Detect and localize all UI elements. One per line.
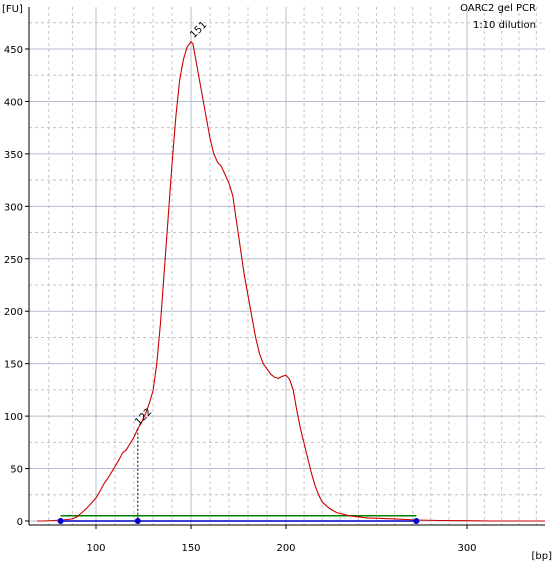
y-tick-label: 150 — [4, 360, 23, 371]
y-tick-label: 50 — [10, 465, 23, 476]
y-tick-label: 450 — [4, 45, 23, 56]
region-marker-dot — [413, 518, 420, 524]
y-tick-label: 350 — [4, 150, 23, 161]
marker-layer — [57, 518, 420, 524]
chart-title: OARC2 gel PCR — [460, 3, 536, 14]
y-axis-unit-label: [FU] — [2, 4, 23, 15]
x-tick-label: 300 — [457, 543, 476, 554]
y-tick-label: 200 — [4, 307, 23, 318]
y-tick-label: 400 — [4, 97, 23, 108]
axis-layer: 0 50 100 150 200 250 300 350 400 450 100 150 200 300 — [4, 7, 545, 554]
y-tick-label: 100 — [4, 412, 23, 423]
trace-layer — [37, 40, 545, 522]
x-axis-unit-label: [bp] — [532, 551, 553, 562]
region-layer — [60, 515, 417, 522]
electropherogram-trace — [37, 40, 545, 522]
y-tick-label: 0 — [17, 517, 23, 528]
x-tick-label: 150 — [181, 543, 200, 554]
region-marker-dot — [57, 518, 64, 524]
x-tick-label: 200 — [276, 543, 295, 554]
y-tick-label: 300 — [4, 202, 23, 213]
x-tick-label: 100 — [86, 543, 105, 554]
y-tick-label: 250 — [4, 255, 23, 266]
chart-subtitle: 1:10 dilution — [473, 20, 536, 31]
